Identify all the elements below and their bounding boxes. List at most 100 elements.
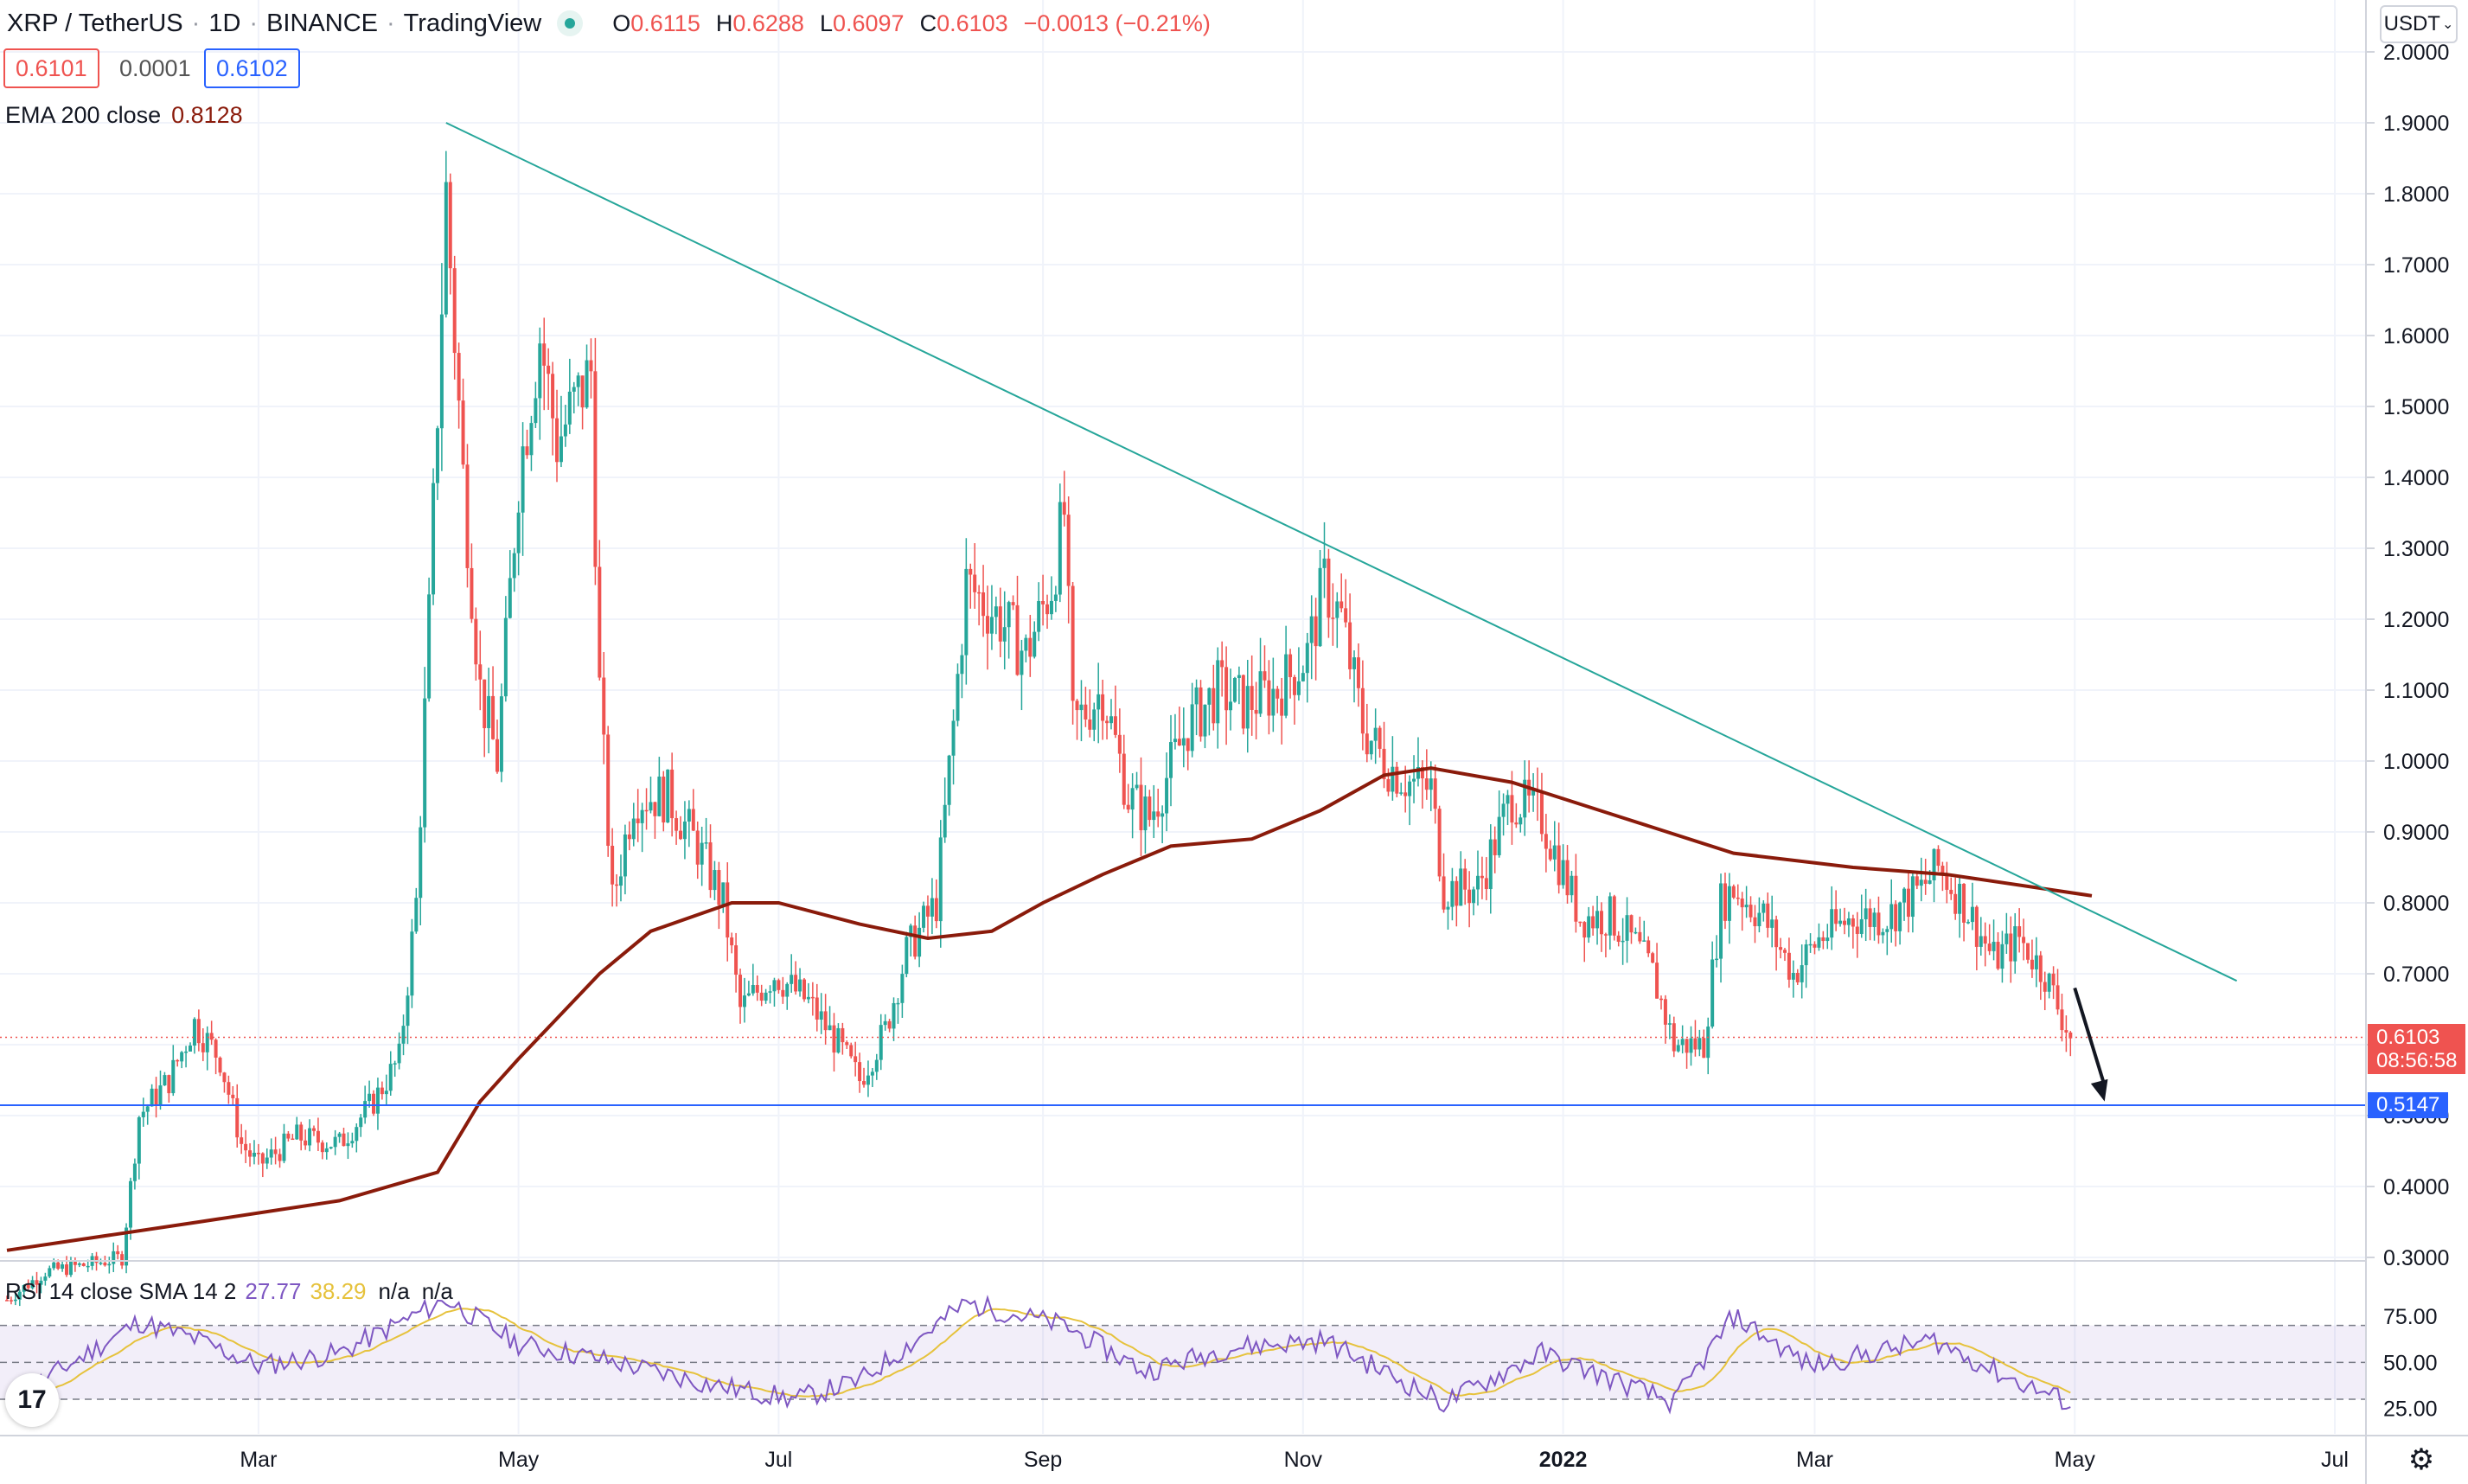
y-tick-label: 1.6000 [2383, 324, 2449, 349]
candle-body [1075, 700, 1079, 711]
candle-body [1928, 880, 1932, 885]
candle-body [900, 974, 905, 1003]
candle-body [563, 424, 567, 437]
candle-body [452, 268, 457, 354]
candle-body [721, 882, 726, 905]
interval[interactable]: 1D [208, 9, 241, 37]
candle-body [618, 876, 623, 886]
candle-body [375, 1087, 380, 1114]
candle-body [1770, 919, 1774, 928]
candle-body [1143, 796, 1148, 831]
bid-price[interactable]: 0.6101 [3, 48, 99, 88]
candle-body [636, 818, 640, 823]
candle-body [189, 1046, 193, 1052]
candle-body [337, 1133, 342, 1137]
candle-body [5, 1300, 9, 1302]
candle-body [1599, 911, 1603, 935]
candle-body [231, 1094, 235, 1098]
candle-body [1288, 654, 1293, 677]
tradingview-logo-icon[interactable]: 17 [5, 1373, 59, 1427]
candle-body [435, 428, 439, 483]
x-tick-label: Mar [1796, 1448, 1833, 1472]
gear-icon[interactable]: ⚙ [2407, 1443, 2435, 1476]
market-status-icon[interactable] [557, 10, 584, 36]
candle-body [836, 1027, 841, 1053]
candle-body [589, 360, 593, 372]
candle-body [806, 996, 810, 1000]
candle-body [299, 1124, 304, 1141]
candle-body [474, 618, 478, 665]
candle-body [278, 1154, 282, 1161]
candle-body [1761, 903, 1766, 913]
candle-body [1437, 809, 1442, 877]
grid [0, 0, 2366, 1434]
candle-body [112, 1251, 116, 1264]
candle-body [529, 423, 534, 456]
candle-body [2068, 1032, 2073, 1039]
candle-body [798, 979, 802, 992]
candle-body [26, 1284, 30, 1289]
candle-body [77, 1263, 81, 1265]
candle-body [1949, 889, 1953, 894]
candle-body [845, 1042, 849, 1046]
candle-body [759, 992, 764, 1001]
candle-body [1276, 688, 1280, 699]
candle-body [2000, 943, 2004, 969]
ask-price[interactable]: 0.6102 [204, 48, 300, 88]
ohlc-key: O [612, 10, 631, 36]
rsi-sma-value: 38.29 [310, 1278, 367, 1304]
candle-body [304, 1140, 308, 1146]
candle-body [849, 1045, 854, 1057]
symbol-name[interactable]: XRP / TetherUS [7, 9, 183, 37]
y-tick-label: 1.8000 [2383, 182, 2449, 207]
candle-body [1843, 920, 1847, 925]
candle-body [1037, 600, 1041, 632]
candle-body [73, 1261, 77, 1265]
candle-body [653, 802, 657, 816]
candle-body [755, 985, 759, 993]
candle-body [1838, 920, 1843, 924]
candle-body [1974, 906, 1979, 947]
candle-body [1987, 943, 1992, 951]
candle-body [333, 1136, 337, 1148]
x-tick-label: 2022 [1539, 1448, 1588, 1472]
candle-body [1348, 622, 1352, 669]
candle-body [1744, 905, 1749, 908]
candle-body [823, 1011, 828, 1031]
candle-body [1570, 875, 1574, 896]
candle-body [1237, 675, 1241, 679]
candle-body [1190, 704, 1194, 752]
candle-body [1646, 940, 1651, 954]
candle-body [1399, 792, 1403, 794]
candle-body [1416, 767, 1420, 779]
ohlc-value: 0.6115 [630, 10, 700, 36]
candle-body [1424, 778, 1429, 790]
candle-body [1373, 727, 1378, 741]
candle-body [13, 1299, 17, 1302]
candle-body [874, 1059, 879, 1072]
currency-select[interactable]: USDT ⌄ [2380, 5, 2458, 43]
y-tick-label: 1.9000 [2383, 112, 2449, 136]
candle-body [410, 931, 414, 996]
ema-legend[interactable]: EMA 200 close 0.8128 [5, 102, 243, 129]
candle-body [947, 755, 951, 805]
candle-body [956, 674, 960, 721]
ohlc-key: C [919, 10, 937, 36]
candle-body [551, 374, 555, 419]
candle-body [1339, 601, 1344, 609]
candle-body [1480, 875, 1484, 879]
candle-body [401, 1026, 406, 1044]
candle-body [1851, 918, 1855, 927]
candle-body [768, 991, 772, 993]
candle-body [547, 365, 551, 374]
candle-body [2064, 1030, 2068, 1033]
candle-body [132, 1163, 137, 1181]
candle-body [1710, 959, 1715, 1027]
candle-body [1736, 897, 1740, 899]
rsi-legend[interactable]: RSI 14 close SMA 14 2 27.77 38.29 n/a n/a [5, 1278, 453, 1305]
candle-body [483, 679, 487, 728]
candle-body [1173, 739, 1177, 743]
candle-body [1199, 687, 1203, 737]
candle-body [1753, 917, 1757, 927]
